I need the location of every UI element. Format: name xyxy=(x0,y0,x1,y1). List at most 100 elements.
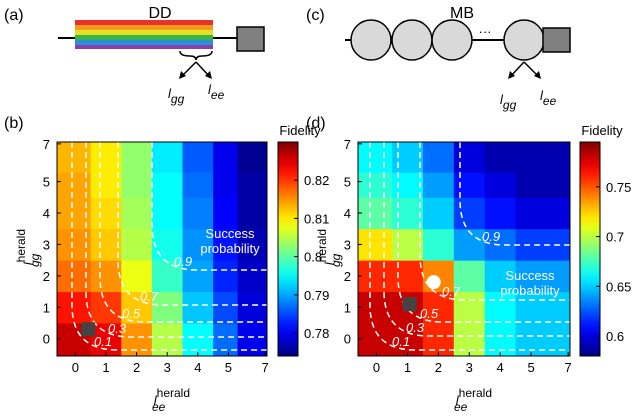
heat-cell xyxy=(484,197,517,230)
x-tick-label: 7 xyxy=(262,360,269,375)
symbol-label: lee xyxy=(208,82,225,102)
symbol-base: l xyxy=(500,92,504,107)
annotation: probability xyxy=(200,241,260,256)
heat-cell xyxy=(358,260,393,293)
heat-cell xyxy=(90,228,122,261)
y-tick-label: 3 xyxy=(43,237,50,252)
heat-cell xyxy=(213,260,239,293)
x-tick-label: 4 xyxy=(194,360,201,375)
contour-line xyxy=(151,142,267,271)
heat-cell xyxy=(213,197,239,230)
symbol-base: l xyxy=(540,88,544,103)
heat-cell xyxy=(213,323,239,357)
symbol-label: lgg xyxy=(500,92,517,112)
x-axis-label: lherald ee xyxy=(152,386,190,414)
y-tick-label: 2 xyxy=(344,269,351,284)
colorbar-tick-label: 0.65 xyxy=(606,279,631,294)
symbol-label: lgg xyxy=(168,86,185,106)
heat-cell xyxy=(182,142,214,173)
contour-line xyxy=(419,142,570,301)
heat-cell xyxy=(90,291,122,324)
heat-cell xyxy=(391,197,424,230)
heat-cell xyxy=(213,291,239,324)
heat-cell xyxy=(515,172,541,198)
contour-line xyxy=(117,142,267,306)
heat-cell xyxy=(237,323,268,357)
symbol-sup: herald xyxy=(14,229,28,262)
panel-letter: (d) xyxy=(306,115,326,132)
y-tick-label: 0 xyxy=(43,332,50,347)
contour-line xyxy=(459,142,570,246)
heat-cell xyxy=(358,172,393,198)
contour-label: 0.9 xyxy=(482,229,500,244)
heat-cell xyxy=(90,142,122,173)
heat-cell xyxy=(453,291,486,324)
heat-cell xyxy=(453,172,486,198)
schematic-dd xyxy=(58,20,265,79)
contour-label: 0.7 xyxy=(442,284,461,299)
heat-cell xyxy=(213,172,239,198)
colorbar-title: Fidelity xyxy=(279,123,321,138)
heat-cell xyxy=(422,323,455,357)
heat-cell xyxy=(540,323,571,357)
heat-cell xyxy=(540,260,571,293)
y-tick-label: 0 xyxy=(344,332,351,347)
contour-line xyxy=(71,142,267,351)
ellipsis: ··· xyxy=(479,24,492,39)
heat-cell xyxy=(358,291,393,324)
plot-frame xyxy=(56,141,268,357)
contour-label: 0.5 xyxy=(122,306,141,321)
annotation: probability xyxy=(500,283,560,298)
y-tick-label: 3 xyxy=(344,237,351,252)
heat-cell xyxy=(484,323,517,357)
heat-cell xyxy=(484,142,517,173)
colorbar-tick-label: 0.82 xyxy=(304,173,329,188)
heat-cell xyxy=(391,260,424,293)
x-tick-label: 3 xyxy=(164,360,171,375)
heat-cell xyxy=(151,291,184,324)
colorbar-title: Fidelity xyxy=(581,123,623,138)
heat-cell xyxy=(540,172,571,198)
schematic-mb: ··· xyxy=(345,19,571,79)
symbol-sub: gg xyxy=(28,253,42,267)
colorbar-tick-label: 0.81 xyxy=(304,211,329,226)
heat-cell xyxy=(453,323,486,357)
symbol-sub: gg xyxy=(329,253,343,267)
x-tick-label: 5 xyxy=(527,360,534,375)
heat-cell xyxy=(515,323,541,357)
heat-cell xyxy=(422,172,455,198)
heat-cell xyxy=(121,172,153,198)
x-tick-label: 3 xyxy=(466,360,473,375)
heat-cell xyxy=(151,323,184,357)
symbol-sub: gg xyxy=(503,98,517,112)
heat-cell xyxy=(182,172,214,198)
contour-line xyxy=(99,142,267,323)
heat-cell xyxy=(90,323,122,357)
x-tick-label: 1 xyxy=(102,360,109,375)
heat-cell xyxy=(453,260,486,293)
heat-cell xyxy=(484,291,517,324)
y-tick-label: 1 xyxy=(43,300,50,315)
symbol-sub: ee xyxy=(211,88,225,102)
y-tick-label: 4 xyxy=(43,206,50,221)
x-tick-label: 2 xyxy=(435,360,442,375)
heat-cell xyxy=(515,197,541,230)
symbol-sup: herald xyxy=(157,386,190,400)
panel-title: MB xyxy=(450,5,474,22)
contour-label: 0.7 xyxy=(140,289,159,304)
x-axis-label: lherald ee xyxy=(454,386,492,414)
x-tick-label: 0 xyxy=(72,360,79,375)
heat-cell xyxy=(182,323,214,357)
contour-label: 0.1 xyxy=(94,334,112,349)
symbol-base: l xyxy=(154,393,158,408)
heat-cell xyxy=(391,142,424,173)
heat-cell xyxy=(182,197,214,230)
x-tick-label: 1 xyxy=(404,360,411,375)
heat-cell xyxy=(90,172,122,198)
heat-cell xyxy=(182,291,214,324)
contour-label: 0.3 xyxy=(406,320,425,335)
heat-cell xyxy=(515,260,541,293)
symbol-sub: gg xyxy=(171,92,185,106)
heat-cell xyxy=(90,197,122,230)
